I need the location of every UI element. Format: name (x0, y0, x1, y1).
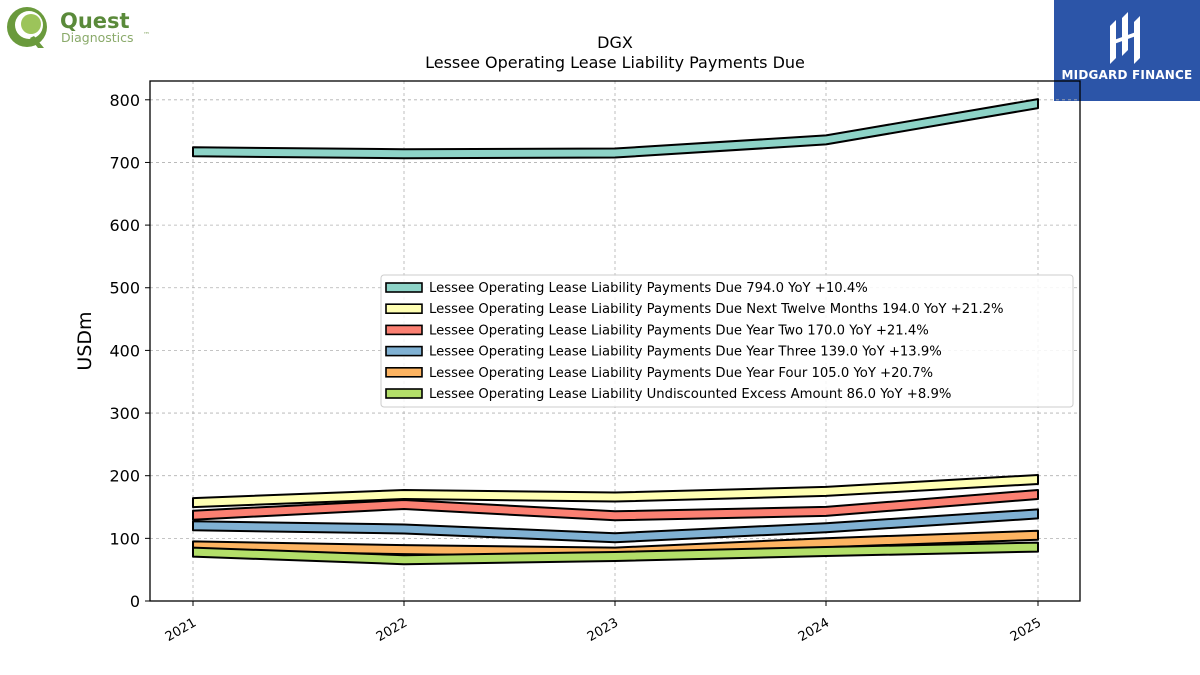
legend-box (380, 274, 1074, 408)
legend-swatch (385, 366, 423, 378)
legend: Lessee Operating Lease Liability Payment… (380, 274, 1074, 408)
series-band (192, 489, 1039, 522)
chart-title: Lessee Operating Lease Liability Payment… (425, 53, 805, 72)
midgard-finance-logo: MIDGARD FINANCE (1054, 0, 1200, 101)
y-tick-label: 0 (130, 592, 140, 611)
legend-entry: Lessee Operating Lease Liability Payment… (429, 323, 929, 338)
x-tick-label: 2023 (585, 615, 621, 645)
legend-swatch (385, 345, 423, 357)
y-tick-label: 400 (109, 341, 140, 360)
quest-diagnostics-logo: Quest Diagnostics ™ (4, 4, 164, 52)
y-tick-label: 500 (109, 279, 140, 298)
legend-entry: Lessee Operating Lease Liability Payment… (429, 345, 942, 360)
quest-logo-mark: Quest Diagnostics ™ (7, 7, 150, 48)
series-band (192, 474, 1039, 509)
legend-entry: Lessee Operating Lease Liability Payment… (429, 366, 933, 381)
x-tick-label: 2021 (163, 615, 199, 645)
x-tick-label: 2025 (1008, 615, 1044, 645)
legend-entry: Lessee Operating Lease Liability Undisco… (429, 387, 951, 402)
series-band (192, 508, 1039, 544)
y-tick-label: 200 (109, 467, 140, 486)
y-tick-label: 700 (109, 153, 140, 172)
y-tick-label: 300 (109, 404, 140, 423)
midgard-logo-mark (1110, 12, 1140, 64)
legend-entry: Lessee Operating Lease Liability Payment… (429, 281, 868, 296)
x-axis: 2021 2022 2023 2024 2025 (163, 601, 1044, 645)
y-axis-label: USDm (74, 311, 96, 370)
chart-ticker: DGX (597, 33, 633, 52)
legend-swatch (385, 388, 423, 399)
legend-entry: Lessee Operating Lease Liability Payment… (429, 302, 1004, 317)
legend-swatch (385, 324, 423, 336)
legend-swatch (385, 303, 423, 315)
y-tick-label: 800 (109, 91, 140, 110)
quest-subname: Diagnostics (61, 30, 134, 45)
quest-trademark: ™ (143, 31, 150, 39)
x-tick-label: 2024 (796, 615, 832, 645)
x-tick-label: 2022 (374, 615, 410, 645)
series-band (192, 98, 1039, 160)
legend-swatch (385, 282, 423, 293)
quest-name: Quest (60, 9, 130, 33)
midgard-name: MIDGARD FINANCE (1061, 68, 1193, 82)
y-axis: 0 100 200 300 400 500 600 700 800 (109, 91, 150, 611)
y-tick-label: 100 (109, 529, 140, 548)
series-band (192, 541, 1039, 566)
y-tick-label: 600 (109, 216, 140, 235)
area-series (192, 98, 1039, 566)
